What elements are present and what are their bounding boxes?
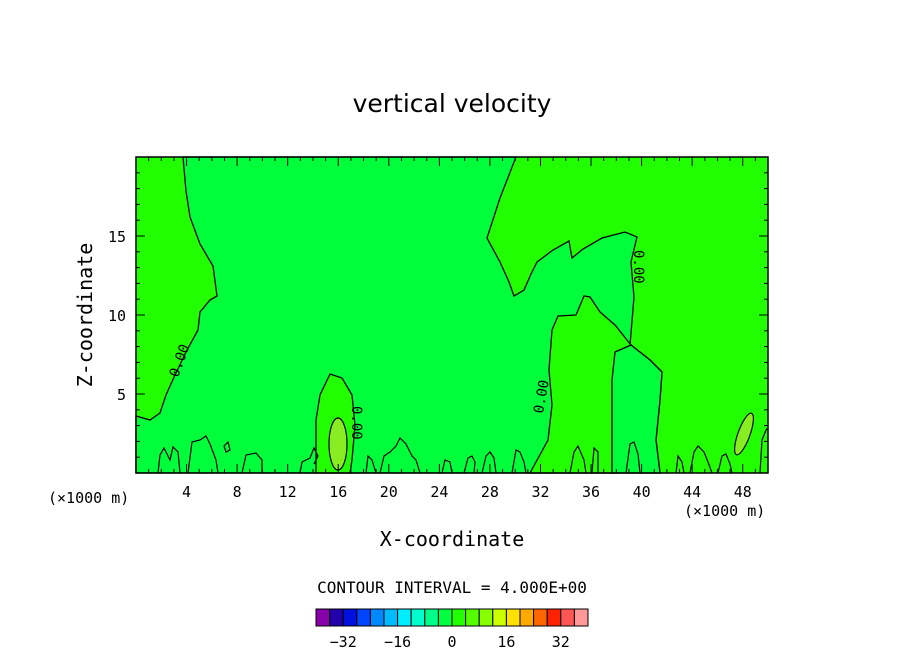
colorbar-swatch xyxy=(546,608,562,627)
colorbar-swatch xyxy=(437,608,453,627)
y-tick-label: 5 xyxy=(117,386,126,404)
colorbar-swatch xyxy=(573,608,589,627)
y-tick-label: 10 xyxy=(108,307,126,325)
colorbar xyxy=(315,608,589,627)
axis-ticks xyxy=(136,157,768,473)
contour-label: 0.00 xyxy=(630,250,646,284)
x-tick-label: 48 xyxy=(734,483,752,501)
colorbar-swatch xyxy=(329,608,344,627)
colorbar-tick-label: 16 xyxy=(497,633,515,651)
contour-surface-wiggles xyxy=(157,427,769,474)
x-tick-label: 12 xyxy=(279,483,297,501)
y-axis-label: Z-coordinate xyxy=(73,243,97,388)
colorbar-swatch xyxy=(342,608,358,627)
colorbar-swatch xyxy=(519,608,535,627)
x-tick-label: 32 xyxy=(531,483,549,501)
colorbar-swatch xyxy=(560,608,575,627)
x-tick-label: 44 xyxy=(683,483,701,501)
colorbar-swatch xyxy=(505,608,521,627)
x-unit-left: (×1000 m) xyxy=(48,489,129,507)
y-tick-labels: 5 10 15 xyxy=(108,228,126,404)
colorbar-tick-label: 32 xyxy=(552,633,570,651)
colorbar-tick-label: 0 xyxy=(447,633,456,651)
x-tick-labels: 4 8 12 16 20 24 28 32 36 40 44 48 xyxy=(182,483,752,501)
x-tick-label: 20 xyxy=(380,483,398,501)
contour-label: 0.00 xyxy=(531,379,553,415)
x-tick-label: 24 xyxy=(430,483,448,501)
contour-region-negative-2 xyxy=(611,344,663,474)
chart-title: vertical velocity xyxy=(353,89,552,118)
y-tick-label: 15 xyxy=(108,228,126,246)
colorbar-tick-label: −16 xyxy=(384,633,411,651)
colorbar-swatch xyxy=(383,608,399,627)
contour-cell-x48 xyxy=(733,412,755,456)
contour-cell-x16-core xyxy=(328,417,348,471)
colorbar-swatch xyxy=(533,608,548,627)
colorbar-labels: −32 −16 0 16 32 xyxy=(330,633,570,651)
colorbar-swatch xyxy=(397,608,412,627)
x-tick-label: 28 xyxy=(481,483,499,501)
colorbar-swatch xyxy=(410,608,426,627)
x-tick-label: 4 xyxy=(182,483,191,501)
contour-label: 0.00 xyxy=(348,406,364,440)
colorbar-swatch xyxy=(465,608,480,627)
colorbar-swatch xyxy=(492,608,507,627)
colorbar-swatch xyxy=(315,608,331,627)
colorbar-swatch xyxy=(451,608,467,627)
x-tick-label: 36 xyxy=(582,483,600,501)
x-unit-right: (×1000 m) xyxy=(684,502,765,520)
x-tick-label: 16 xyxy=(329,483,347,501)
colorbar-swatch xyxy=(424,608,439,627)
plot-area: 0.00 0.00 0.00 0.00 xyxy=(135,156,769,474)
colorbar-swatch xyxy=(369,608,385,627)
contour-interval-label: CONTOUR INTERVAL = 4.000E+00 xyxy=(317,578,587,597)
x-tick-label: 40 xyxy=(633,483,651,501)
colorbar-swatch xyxy=(356,608,371,627)
x-axis-label: X-coordinate xyxy=(380,527,525,551)
colorbar-swatch xyxy=(478,608,494,627)
x-tick-label: 8 xyxy=(233,483,242,501)
colorbar-tick-label: −32 xyxy=(330,633,357,651)
